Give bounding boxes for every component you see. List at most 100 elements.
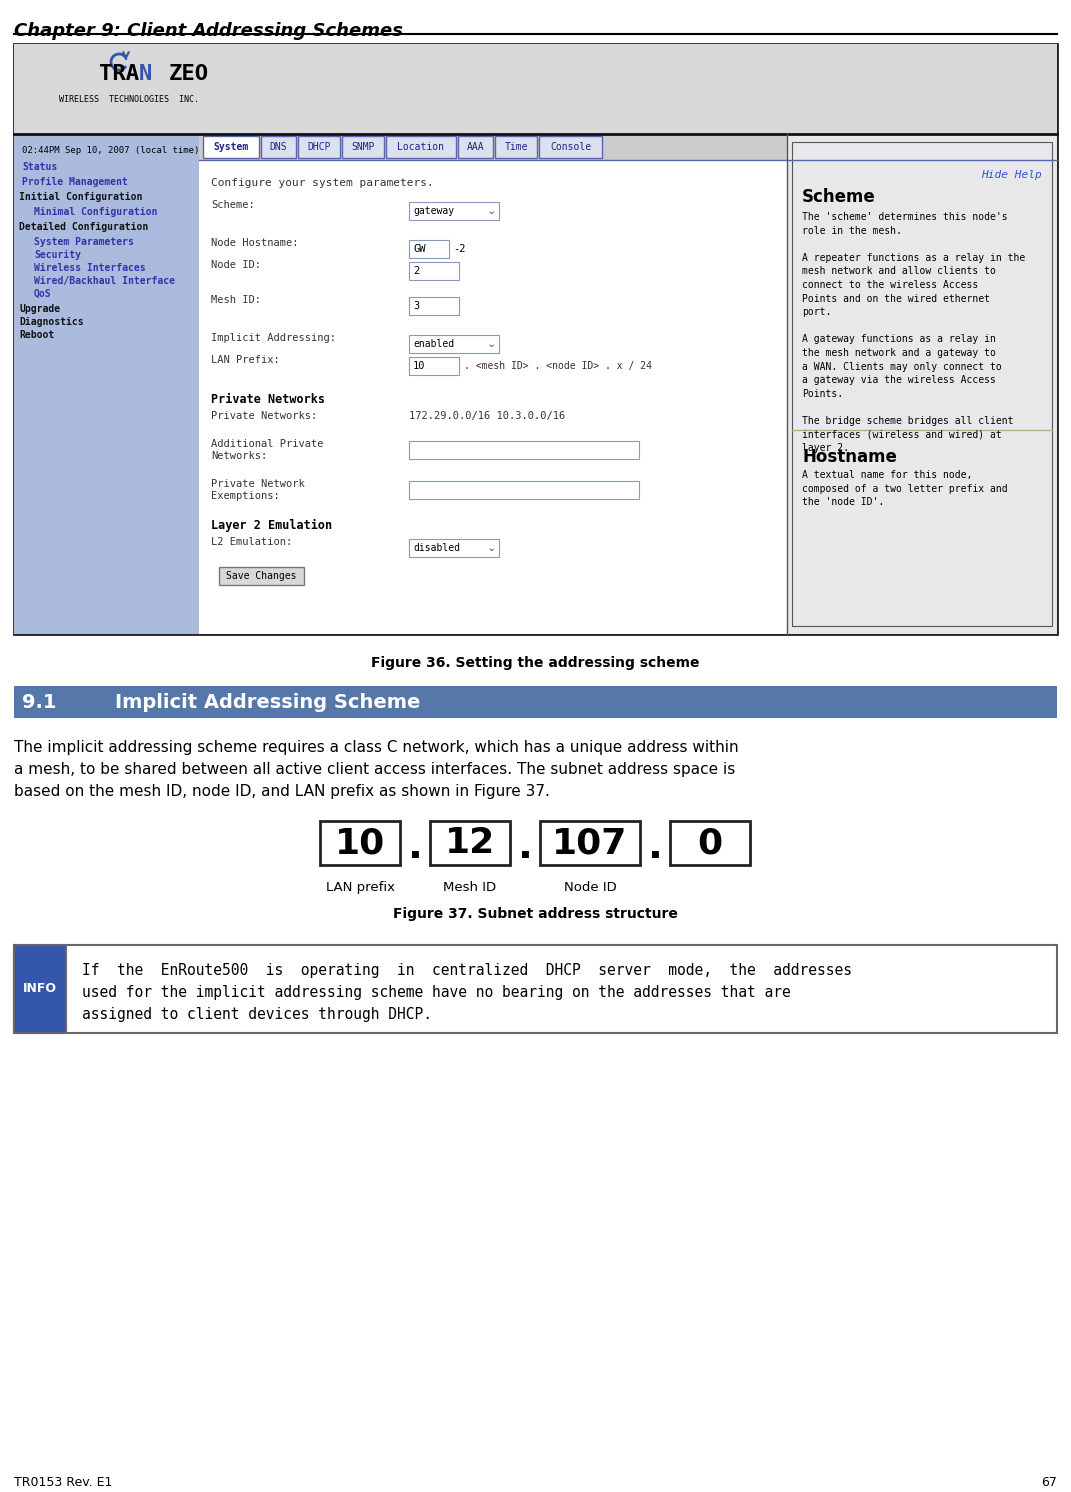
Text: 9.1: 9.1 bbox=[22, 694, 57, 713]
Bar bbox=[409, 240, 449, 258]
Text: used for the implicit addressing scheme have no bearing on the addresses that ar: used for the implicit addressing scheme … bbox=[82, 985, 790, 1000]
Bar bbox=[787, 134, 1057, 634]
Text: Detailed Configuration: Detailed Configuration bbox=[19, 222, 148, 233]
Text: Figure 37. Subnet address structure: Figure 37. Subnet address structure bbox=[393, 907, 678, 921]
Text: Wired/Backhaul Interface: Wired/Backhaul Interface bbox=[34, 276, 175, 286]
Text: DNS: DNS bbox=[270, 142, 287, 152]
Bar bbox=[409, 442, 639, 460]
Text: A textual name for this node,
composed of a two letter prefix and
the 'node ID'.: A textual name for this node, composed o… bbox=[802, 470, 1008, 507]
Text: gateway: gateway bbox=[413, 206, 454, 216]
Text: DHCP: DHCP bbox=[307, 142, 331, 152]
Text: 2: 2 bbox=[413, 266, 419, 276]
Text: QoS: QoS bbox=[34, 289, 51, 298]
Text: Layer 2 Emulation: Layer 2 Emulation bbox=[211, 519, 332, 533]
Text: Scheme: Scheme bbox=[802, 188, 876, 206]
Text: Initial Configuration: Initial Configuration bbox=[19, 192, 142, 201]
Bar bbox=[261, 136, 296, 158]
Bar bbox=[14, 944, 66, 1032]
Text: ⌄: ⌄ bbox=[487, 339, 496, 349]
Bar bbox=[409, 297, 459, 315]
Bar bbox=[14, 944, 1057, 1032]
Bar bbox=[409, 480, 639, 498]
Text: Node ID: Node ID bbox=[563, 880, 617, 894]
Text: Profile Management: Profile Management bbox=[22, 178, 127, 186]
Text: Node ID:: Node ID: bbox=[211, 260, 261, 270]
Bar bbox=[218, 567, 304, 585]
Text: TR0153 Rev. E1: TR0153 Rev. E1 bbox=[14, 1476, 112, 1489]
Text: Wireless Interfaces: Wireless Interfaces bbox=[34, 263, 146, 273]
Bar bbox=[199, 134, 1057, 160]
Text: System: System bbox=[213, 142, 248, 152]
Text: ⌄: ⌄ bbox=[487, 543, 496, 554]
Text: Location: Location bbox=[397, 142, 444, 152]
Text: disabled: disabled bbox=[413, 543, 461, 554]
Text: Mesh ID:: Mesh ID: bbox=[211, 295, 261, 304]
Bar bbox=[320, 821, 399, 865]
Text: LAN prefix: LAN prefix bbox=[326, 880, 394, 894]
Text: If  the  EnRoute500  is  operating  in  centralized  DHCP  server  mode,  the  a: If the EnRoute500 is operating in centra… bbox=[82, 962, 853, 977]
Text: 10: 10 bbox=[413, 361, 425, 372]
Text: .: . bbox=[517, 828, 532, 865]
Text: INFO: INFO bbox=[22, 983, 57, 995]
Text: Upgrade: Upgrade bbox=[19, 304, 60, 313]
Text: 172.29.0.0/16 10.3.0.0/16: 172.29.0.0/16 10.3.0.0/16 bbox=[409, 410, 565, 421]
Text: Mesh ID: Mesh ID bbox=[443, 880, 497, 894]
Text: .: . bbox=[648, 828, 663, 865]
Bar bbox=[409, 201, 499, 219]
Text: Hide Help: Hide Help bbox=[981, 170, 1042, 181]
Text: Minimal Configuration: Minimal Configuration bbox=[34, 207, 157, 216]
Text: Implicit Addressing:: Implicit Addressing: bbox=[211, 333, 336, 343]
Text: Diagnostics: Diagnostics bbox=[19, 316, 84, 327]
Text: .: . bbox=[408, 828, 422, 865]
Bar bbox=[409, 357, 459, 374]
Text: Configure your system parameters.: Configure your system parameters. bbox=[211, 178, 434, 188]
Text: Reboot: Reboot bbox=[19, 330, 55, 340]
Text: System Parameters: System Parameters bbox=[34, 237, 134, 248]
Text: enabled: enabled bbox=[413, 339, 454, 349]
Bar bbox=[386, 136, 456, 158]
Bar bbox=[342, 136, 384, 158]
Text: 107: 107 bbox=[553, 827, 628, 859]
Bar bbox=[409, 336, 499, 354]
Text: GW: GW bbox=[413, 245, 425, 254]
Text: 67: 67 bbox=[1041, 1476, 1057, 1489]
Text: assigned to client devices through DHCP.: assigned to client devices through DHCP. bbox=[82, 1007, 432, 1022]
Text: The implicit addressing scheme requires a class C network, which has a unique ad: The implicit addressing scheme requires … bbox=[14, 740, 739, 755]
Text: ZEO: ZEO bbox=[169, 64, 209, 84]
Bar bbox=[409, 263, 459, 280]
Text: L2 Emulation:: L2 Emulation: bbox=[211, 537, 292, 548]
Text: Time: Time bbox=[504, 142, 528, 152]
Text: Node Hostname:: Node Hostname: bbox=[211, 239, 299, 248]
Bar bbox=[539, 136, 602, 158]
Text: Save Changes: Save Changes bbox=[226, 571, 297, 580]
Text: Security: Security bbox=[34, 251, 81, 260]
Bar bbox=[14, 686, 1057, 718]
Text: Status: Status bbox=[22, 163, 57, 172]
Text: 02:44PM Sep 10, 2007 (local time): 02:44PM Sep 10, 2007 (local time) bbox=[22, 146, 199, 155]
Bar bbox=[14, 43, 1057, 134]
Text: Chapter 9: Client Addressing Schemes: Chapter 9: Client Addressing Schemes bbox=[14, 22, 403, 40]
Text: TRA: TRA bbox=[99, 64, 139, 84]
Text: ⌄: ⌄ bbox=[487, 206, 496, 216]
Bar bbox=[14, 134, 199, 634]
Bar bbox=[14, 43, 1057, 634]
Bar bbox=[409, 539, 499, 557]
Bar bbox=[429, 821, 510, 865]
Text: Additional Private
Networks:: Additional Private Networks: bbox=[211, 439, 323, 461]
Text: 0: 0 bbox=[697, 827, 723, 859]
Bar bbox=[791, 142, 1052, 627]
Text: Private Networks: Private Networks bbox=[211, 392, 325, 406]
Text: LAN Prefix:: LAN Prefix: bbox=[211, 355, 280, 366]
Bar bbox=[458, 136, 493, 158]
Text: Private Network
Exemptions:: Private Network Exemptions: bbox=[211, 479, 305, 501]
Bar bbox=[203, 136, 259, 158]
Text: Private Networks:: Private Networks: bbox=[211, 410, 317, 421]
Text: a mesh, to be shared between all active client access interfaces. The subnet add: a mesh, to be shared between all active … bbox=[14, 762, 736, 777]
Text: 10: 10 bbox=[335, 827, 386, 859]
Text: based on the mesh ID, node ID, and LAN prefix as shown in Figure 37.: based on the mesh ID, node ID, and LAN p… bbox=[14, 783, 549, 800]
Bar bbox=[495, 136, 537, 158]
Text: . <mesh ID> . <node ID> . x / 24: . <mesh ID> . <node ID> . x / 24 bbox=[464, 361, 652, 372]
Bar bbox=[540, 821, 640, 865]
Text: Hostname: Hostname bbox=[802, 448, 896, 466]
Text: The 'scheme' determines this node's
role in the mesh.

A repeater functions as a: The 'scheme' determines this node's role… bbox=[802, 212, 1025, 454]
